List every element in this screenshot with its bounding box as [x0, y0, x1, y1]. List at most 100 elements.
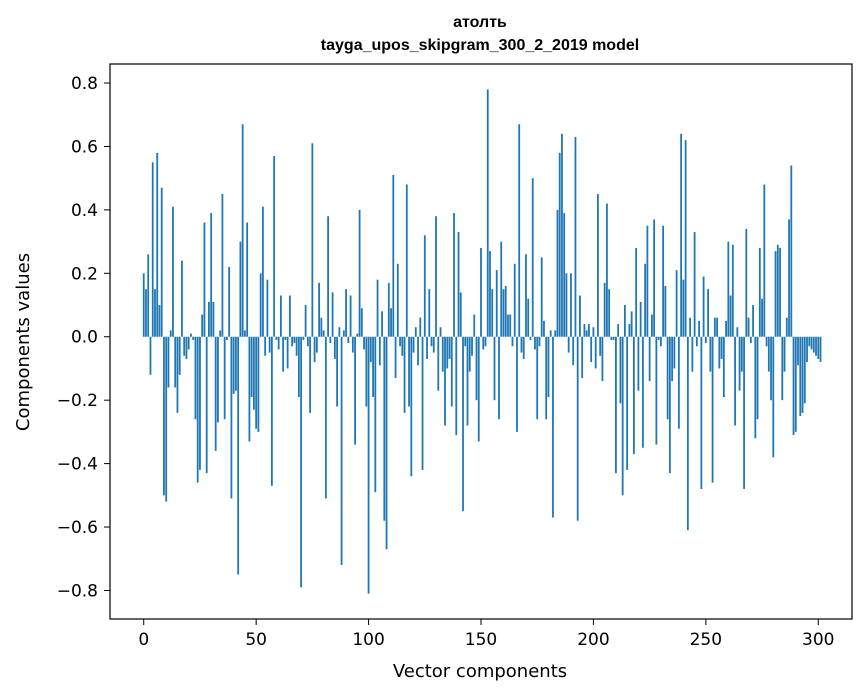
bar-18	[183, 336, 186, 356]
bar-263	[734, 336, 736, 426]
bar-163	[509, 314, 512, 337]
bar-74	[309, 336, 312, 413]
bar-204	[601, 336, 604, 382]
bar-292	[799, 336, 802, 417]
bar-69	[297, 336, 300, 397]
bar-179	[545, 336, 548, 420]
bar-60	[277, 336, 280, 350]
bar-238	[677, 336, 680, 429]
bar-262	[731, 244, 734, 337]
bar-58	[273, 155, 276, 337]
bar-113	[396, 263, 399, 337]
bar-184	[556, 209, 559, 337]
bar-248	[700, 336, 703, 489]
bar-212	[619, 336, 622, 404]
bar-257	[720, 336, 723, 359]
bar-271	[752, 305, 754, 337]
bar-21	[190, 333, 192, 337]
bar-90	[345, 289, 347, 337]
bar-298	[812, 336, 815, 353]
bar-244	[691, 336, 694, 372]
bar-91	[347, 336, 350, 344]
bar-63	[284, 336, 287, 340]
bar-199	[590, 336, 593, 363]
bar-97	[360, 308, 363, 337]
bar-137	[450, 336, 453, 407]
bar-247	[698, 320, 700, 337]
bar-260	[727, 241, 730, 337]
x-tick-label-100: 100	[352, 630, 384, 650]
bar-198	[588, 324, 590, 337]
bar-119	[410, 336, 413, 477]
bar-107	[383, 336, 386, 521]
bar-219	[635, 247, 638, 337]
bar-211	[617, 324, 620, 337]
bar-235	[671, 336, 674, 382]
bar-26	[201, 314, 204, 337]
bar-53	[262, 206, 264, 337]
bar-92	[349, 295, 352, 337]
bar-170	[525, 254, 527, 337]
bar-144	[466, 336, 469, 426]
bar-105	[378, 336, 381, 366]
bar-77	[315, 336, 318, 353]
bar-30	[210, 213, 213, 337]
bar-88	[340, 336, 343, 566]
bar-42	[237, 336, 240, 575]
bar-122	[417, 336, 419, 366]
bar-188	[565, 273, 568, 337]
bar-50	[255, 336, 258, 429]
x-axis-label: Vector components	[393, 661, 567, 682]
bar-0	[142, 273, 145, 337]
bar-62	[282, 336, 285, 372]
x-tick-label-150: 150	[465, 630, 497, 650]
bar-300	[817, 336, 820, 359]
bar-134	[444, 336, 446, 426]
bar-162	[507, 314, 509, 337]
bar-237	[675, 270, 678, 337]
bar-280	[772, 336, 775, 458]
bar-80	[322, 330, 325, 337]
bar-157	[495, 270, 498, 337]
x-tick-label-200: 200	[577, 630, 609, 650]
bar-36	[223, 336, 226, 420]
bar-109	[387, 282, 390, 337]
bar-39	[230, 336, 233, 499]
bar-135	[446, 336, 449, 369]
bar-98	[363, 336, 365, 350]
bar-126	[426, 336, 428, 359]
bar-232	[664, 286, 667, 337]
bar-112	[394, 336, 397, 378]
bar-9	[163, 336, 165, 496]
bar-152	[484, 336, 487, 347]
bar-73	[306, 336, 309, 347]
bar-270	[749, 336, 752, 344]
bar-231	[662, 225, 665, 337]
bar-29	[208, 301, 210, 337]
bar-278	[767, 336, 770, 372]
bar-34	[219, 330, 222, 337]
bar-186	[561, 133, 563, 337]
bar-185	[558, 152, 561, 337]
bar-28	[205, 336, 208, 474]
bar-124	[421, 336, 424, 470]
bar-236	[673, 336, 676, 369]
bar-234	[668, 336, 671, 474]
bar-3	[149, 336, 152, 375]
bar-259	[725, 320, 727, 337]
bar-207	[608, 289, 611, 337]
chart-title: атолть	[453, 14, 507, 31]
bar-136	[448, 336, 451, 359]
bar-71	[302, 336, 305, 340]
bar-296	[808, 336, 811, 347]
bar-166	[516, 336, 518, 432]
bar-146	[471, 336, 473, 356]
y-tick-label-5: −0.2	[57, 391, 98, 411]
bar-243	[689, 317, 692, 337]
bar-57	[270, 336, 273, 486]
bar-178	[543, 320, 545, 337]
bar-46	[246, 222, 249, 337]
bar-5	[154, 289, 156, 337]
x-tick-label-250: 250	[690, 630, 722, 650]
